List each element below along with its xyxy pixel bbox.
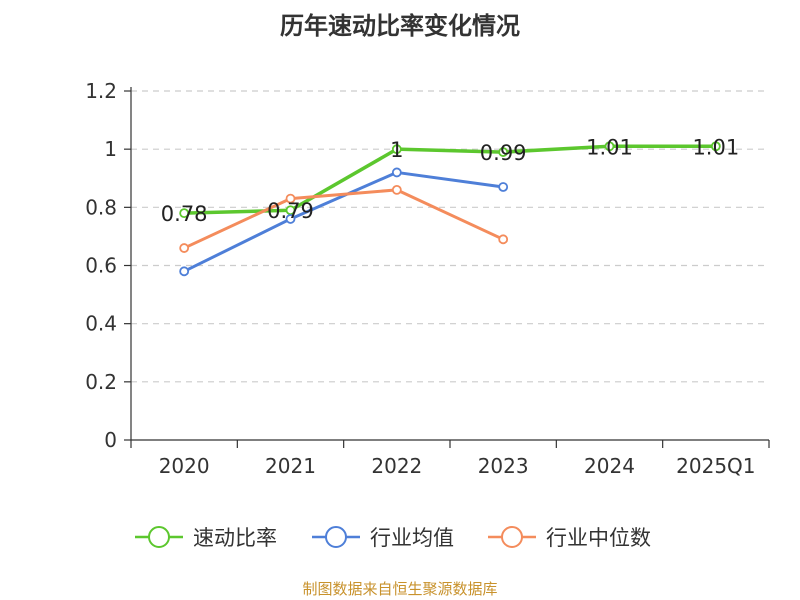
data-point	[498, 182, 509, 192]
data-point	[710, 141, 721, 152]
data-point	[391, 184, 402, 195]
y-tick-label: 0.2	[85, 370, 117, 394]
data-label: 0.99	[480, 141, 527, 165]
chart-title: 历年速动比率变化情况	[280, 12, 520, 40]
data-label: 0.78	[161, 202, 208, 226]
series-line	[184, 144, 716, 215]
series-lines	[179, 141, 721, 277]
grid-lines	[131, 90, 769, 383]
x-tick-label: 2020	[159, 454, 210, 478]
data-label: 0.79	[267, 199, 314, 223]
axes: 0 0.2 0.4 0.6 0.8 1 1.2 2020 2021 2022 2023 2024 202…	[85, 79, 770, 478]
y-tick-label: 0.6	[85, 254, 117, 278]
data-point	[498, 147, 509, 157]
data-point	[391, 167, 402, 178]
data-label: 1.01	[692, 135, 739, 159]
x-tick-label: 2021	[265, 454, 316, 478]
legend-marker	[501, 526, 523, 548]
y-tick-label: 1	[104, 137, 117, 161]
data-point	[179, 266, 190, 277]
legend-label: 行业中位数	[546, 526, 651, 550]
y-tick-label: 0	[104, 428, 117, 452]
x-tick-label: 2024	[584, 454, 635, 478]
x-tick-label: 2022	[371, 454, 422, 478]
data-point	[391, 144, 402, 155]
series-line	[183, 188, 504, 250]
y-tick-label: 0.4	[85, 312, 117, 336]
x-tick-label: 2025Q1	[676, 454, 755, 478]
data-point	[285, 193, 296, 204]
legend-label: 速动比率	[193, 526, 277, 550]
legend-marker	[148, 526, 170, 548]
legend: 速动比率 行业均值 行业中位数	[135, 526, 651, 550]
data-label: 1	[390, 138, 403, 162]
data-point	[285, 214, 296, 224]
series-line	[183, 170, 504, 273]
x-tick-label: 2023	[478, 454, 529, 478]
data-point	[604, 141, 615, 152]
data-label: 1.01	[586, 135, 633, 159]
data-point	[498, 234, 509, 245]
data-point	[179, 208, 190, 219]
data-point	[179, 243, 190, 253]
y-tick-label: 1.2	[85, 79, 117, 103]
legend-marker	[325, 526, 347, 548]
data-labels: 0.78 0.79 1 0.99 1.01 1.01	[161, 135, 739, 226]
y-tick-label: 0.8	[85, 195, 117, 219]
source-footer: 制图数据来自恒生聚源数据库	[302, 580, 498, 598]
legend-label: 行业均值	[370, 526, 454, 550]
